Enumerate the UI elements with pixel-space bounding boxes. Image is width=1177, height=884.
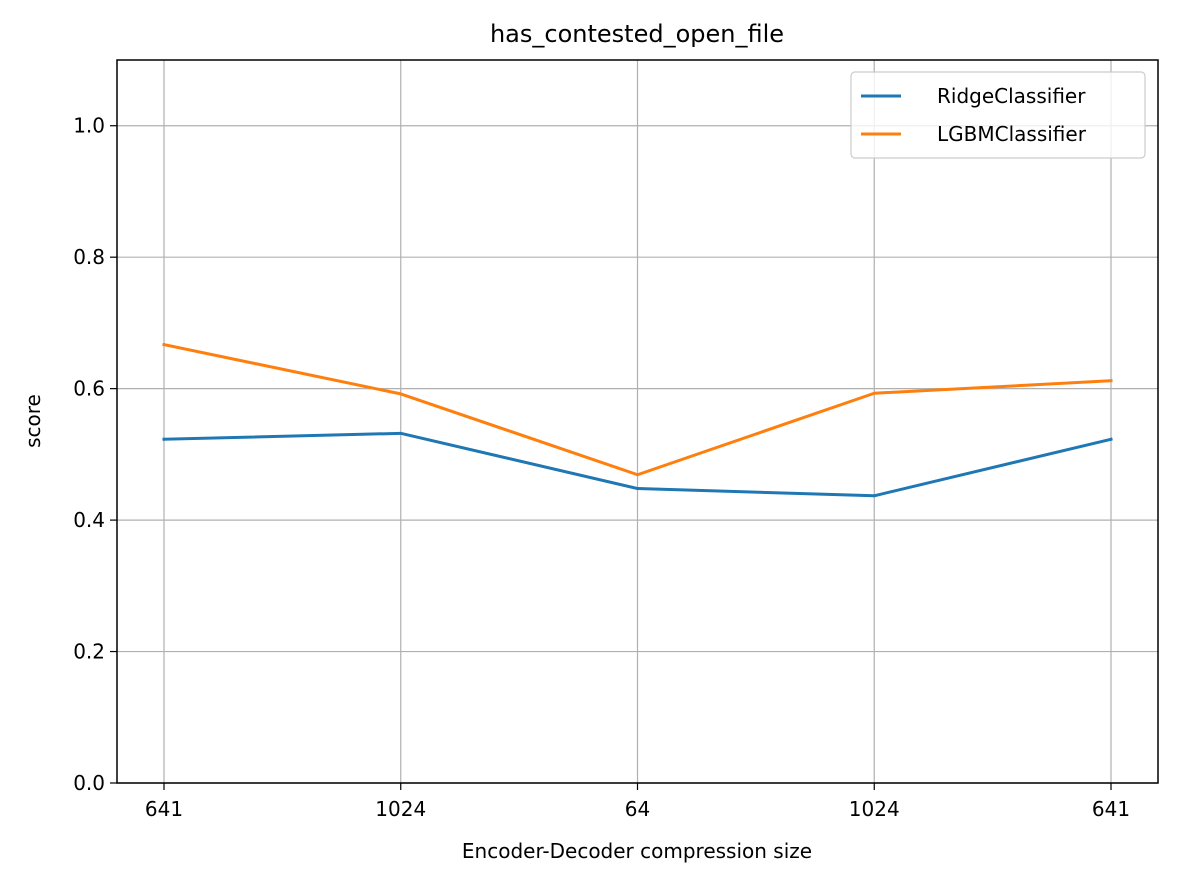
x-tick-label: 641 [1092, 797, 1130, 821]
x-tick-label: 641 [145, 797, 183, 821]
series-layer [162, 342, 1113, 498]
data-point [872, 494, 876, 498]
legend-label: LGBMClassifier [937, 122, 1087, 146]
data-point [636, 473, 639, 477]
y-tick-label: 1.0 [73, 114, 105, 138]
y-tick-label: 0.4 [73, 508, 105, 532]
x-tick-label: 1024 [375, 797, 426, 821]
legend: RidgeClassifier LGBMClassifier [850, 71, 1146, 159]
y-axis-ticks: 0.0 0.2 0.4 0.6 0.8 1.0 [73, 114, 117, 795]
data-point [636, 487, 639, 491]
legend-box [850, 71, 1146, 159]
data-point [1109, 437, 1113, 441]
y-tick-label: 0.0 [73, 771, 105, 795]
data-point [399, 392, 403, 396]
legend-label: RidgeClassifier [937, 84, 1086, 108]
y-tick-label: 0.8 [73, 245, 105, 269]
y-tick-label: 0.6 [73, 377, 105, 401]
data-point [399, 431, 403, 435]
data-point [162, 343, 166, 347]
x-axis-ticks: 641 1024 64 1024 641 [145, 783, 1130, 821]
x-tick-label: 64 [625, 797, 650, 821]
x-axis-label: Encoder-Decoder compression size [462, 839, 812, 863]
data-point [162, 437, 166, 441]
y-tick-label: 0.2 [73, 640, 105, 664]
chart-title: has_contested_open_file [490, 20, 784, 48]
data-point [872, 391, 876, 395]
y-axis-label: score [21, 394, 45, 448]
x-tick-label: 1024 [849, 797, 900, 821]
data-point [1109, 379, 1113, 383]
